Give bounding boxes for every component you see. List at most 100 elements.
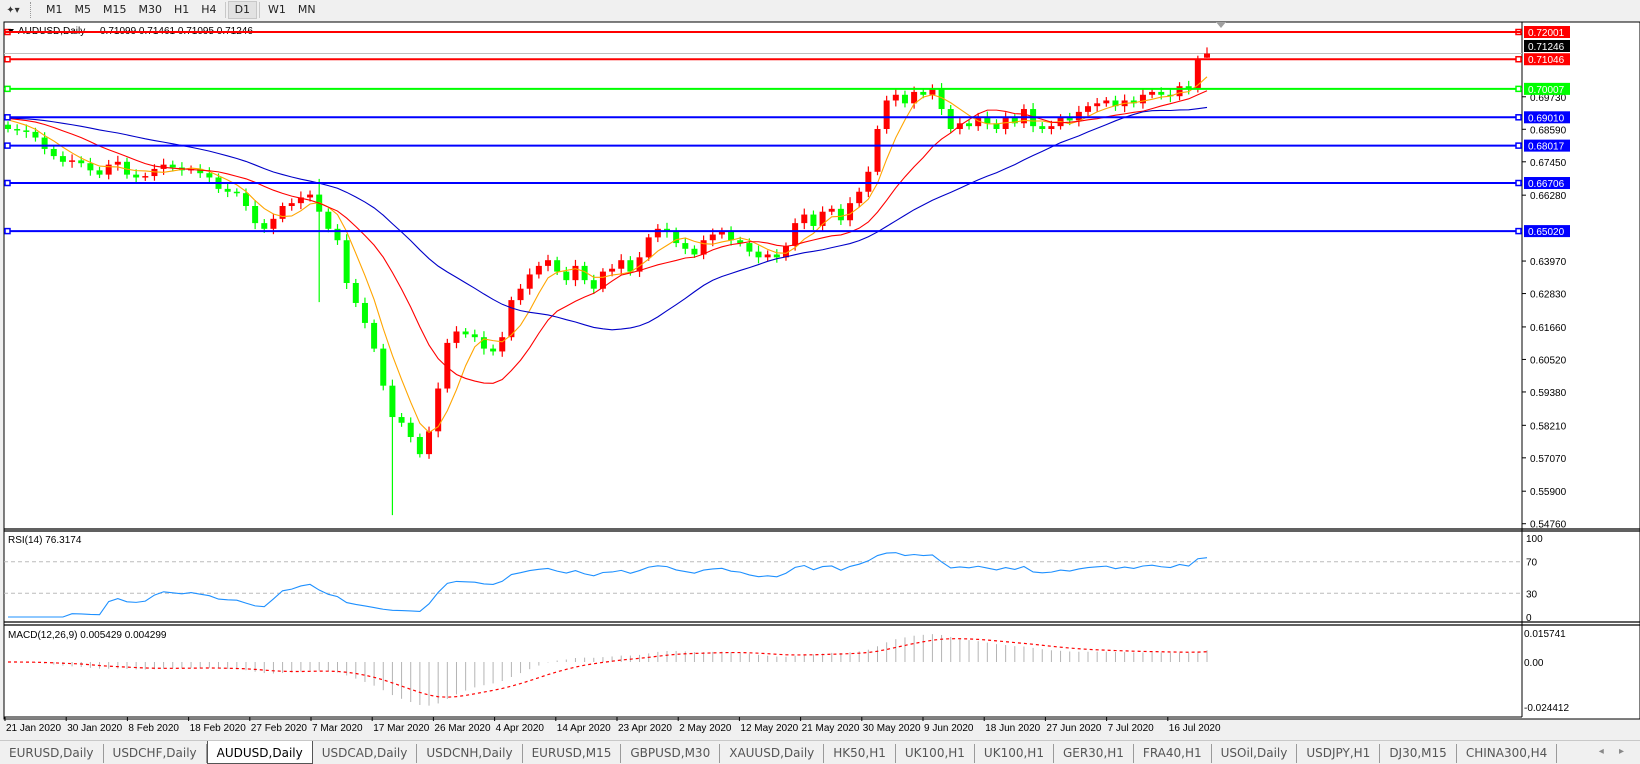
level-handle-icon[interactable] xyxy=(1515,85,1522,93)
chart-tab-hk50-h1[interactable]: HK50,H1 xyxy=(824,744,896,763)
candle-bearish xyxy=(462,331,469,335)
timeframe-m5[interactable]: M5 xyxy=(74,3,92,16)
level-handle-icon[interactable] xyxy=(1515,114,1522,121)
candle-bearish xyxy=(1112,100,1119,107)
timeframe-h1[interactable]: H1 xyxy=(174,3,190,16)
candle-bullish xyxy=(1204,53,1210,58)
price-tick-label: 0.61660 xyxy=(1530,323,1567,334)
candle-bullish xyxy=(1075,111,1082,121)
line-tool-icon[interactable]: ✦▾ xyxy=(6,4,20,16)
timeframe-m15[interactable]: M15 xyxy=(103,3,127,16)
level-price-label-box xyxy=(1524,225,1570,238)
tab-scroll-arrows[interactable]: ◂ ▸ xyxy=(1598,746,1630,757)
candle-bearish xyxy=(416,437,423,455)
chart-tab-usdcnh-daily[interactable]: USDCNH,Daily xyxy=(417,744,523,763)
level-handle-icon[interactable] xyxy=(4,227,11,235)
candle-bearish xyxy=(78,160,85,164)
chart-tab-audusd-daily[interactable]: AUDUSD,Daily xyxy=(206,741,313,764)
candle-bearish xyxy=(480,337,487,349)
level-handle-icon[interactable] xyxy=(4,114,11,121)
level-price-label-box xyxy=(1524,177,1570,190)
price-tick-label: 0.67450 xyxy=(1530,158,1567,169)
chart-tab-usdjpy-h1[interactable]: USDJPY,H1 xyxy=(1297,744,1381,763)
level-handle-icon[interactable] xyxy=(1515,55,1522,63)
chart-tab-fra40-h1[interactable]: FRA40,H1 xyxy=(1134,744,1212,763)
candle-bullish xyxy=(307,194,314,198)
level-handle-icon[interactable] xyxy=(1515,227,1522,235)
chart-window[interactable]: 0.69730 0.68590 0.67450 0.66280 0.63970 0.628… xyxy=(0,20,1640,740)
candle-bearish xyxy=(737,240,744,244)
chart-tab-usdcad-daily[interactable]: USDCAD,Daily xyxy=(313,744,418,763)
candle-bullish xyxy=(297,197,304,204)
candle-bearish xyxy=(197,168,204,174)
date-label: 21 May 2020 xyxy=(802,723,860,734)
candle-bullish xyxy=(892,94,899,101)
candle-bullish xyxy=(828,208,835,212)
timeframe-m1[interactable]: M1 xyxy=(46,3,63,16)
level-handle-icon[interactable] xyxy=(4,55,11,63)
chart-tab-usdchf-daily[interactable]: USDCHF,Daily xyxy=(104,744,207,763)
chart-tab-uk100-h1[interactable]: UK100,H1 xyxy=(975,744,1054,763)
chart-tab-uk100-h1[interactable]: UK100,H1 xyxy=(896,744,975,763)
candle-bearish xyxy=(224,188,231,192)
chart-tab-dj30-m15[interactable]: DJ30,M15 xyxy=(1380,744,1457,763)
level-handle-icon[interactable] xyxy=(1515,179,1522,187)
candle-bullish xyxy=(911,91,918,104)
level-handle-icon[interactable] xyxy=(4,142,11,149)
candle-bearish xyxy=(627,260,634,272)
rsi-tick-label: 0 xyxy=(1526,613,1532,624)
level-handle-icon[interactable] xyxy=(1515,142,1522,149)
candle-bullish xyxy=(508,300,515,338)
level-price-label: 0.69010 xyxy=(1528,113,1565,124)
timeframe-h4[interactable]: H4 xyxy=(201,3,217,16)
candle-bearish xyxy=(773,254,780,258)
candle-bearish xyxy=(984,117,991,124)
candle-bullish xyxy=(874,128,881,172)
price-tick-label: 0.68590 xyxy=(1530,125,1567,136)
chart-tab-china300-h4[interactable]: CHINA300,H4 xyxy=(1457,744,1558,763)
candle-bearish xyxy=(746,243,753,252)
candle-bullish xyxy=(1149,91,1156,95)
macd-tick-label: -0.024412 xyxy=(1524,703,1569,714)
level-price-label-box xyxy=(1524,139,1570,152)
candle-bearish xyxy=(242,193,249,207)
chart-shift-marker-icon[interactable] xyxy=(1216,22,1226,28)
candle-bearish xyxy=(1167,94,1174,97)
moving-average-line-3 xyxy=(7,106,1208,331)
timeframe-mn[interactable]: MN xyxy=(297,3,316,16)
candle-bearish xyxy=(352,283,359,303)
date-label: 9 Jun 2020 xyxy=(924,723,974,734)
chart-tab-usoil-daily[interactable]: USOil,Daily xyxy=(1212,744,1298,763)
chart-tab-xauusd-daily[interactable]: XAUUSD,Daily xyxy=(720,744,825,763)
candle-bearish xyxy=(5,124,11,129)
candle-bearish xyxy=(32,131,39,138)
timeframe-d1[interactable]: D1 xyxy=(227,1,258,19)
current-price-label-box xyxy=(1524,40,1570,52)
level-handle-icon[interactable] xyxy=(4,179,11,187)
candle-bullish xyxy=(105,164,112,175)
candle-bearish xyxy=(380,348,387,386)
candle-bullish xyxy=(526,274,533,289)
candle-bullish xyxy=(1103,100,1110,104)
candle-bearish xyxy=(398,417,405,423)
candle-bearish xyxy=(233,191,240,194)
candle-bullish xyxy=(535,265,542,275)
candle-bearish xyxy=(590,280,597,289)
candle-bearish xyxy=(1158,91,1165,95)
level-handle-icon[interactable] xyxy=(4,85,11,93)
chart-tab-gbpusd-m30[interactable]: GBPUSD,M30 xyxy=(621,744,721,763)
candle-bullish xyxy=(142,176,149,178)
timeframe-buttons: M1 M5 M15 M30 H1 H4 D1 W1 MN xyxy=(40,1,322,19)
chart-tab-ger30-h1[interactable]: GER30,H1 xyxy=(1054,744,1134,763)
level-price-label-box xyxy=(1524,82,1570,95)
toolbar-grip[interactable] xyxy=(30,2,34,18)
candle-bullish xyxy=(801,214,808,224)
chart-tab-eurusd-m15[interactable]: EURUSD,M15 xyxy=(523,744,622,763)
price-tick-label: 0.69730 xyxy=(1530,93,1567,104)
timeframe-w1[interactable]: W1 xyxy=(268,3,286,16)
timeframe-m30[interactable]: M30 xyxy=(138,3,163,16)
date-label: 12 May 2020 xyxy=(740,723,798,734)
candle-bearish xyxy=(728,231,735,241)
candle-bearish xyxy=(123,161,130,175)
chart-tab-eurusd-daily[interactable]: EURUSD,Daily xyxy=(0,744,104,763)
